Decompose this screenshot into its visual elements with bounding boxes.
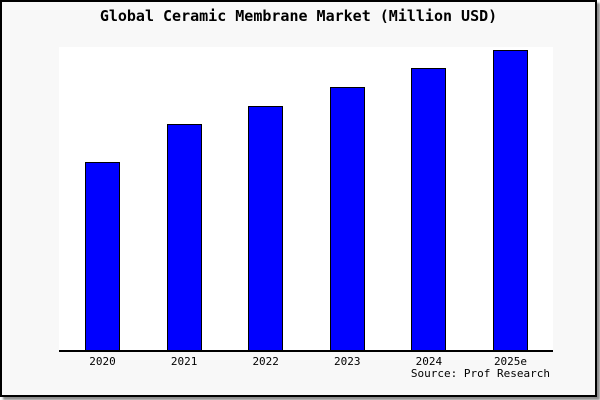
chart-title: Global Ceramic Membrane Market (Million … (99, 7, 498, 25)
bar-2024 (411, 68, 447, 350)
x-tick-label-2024: 2024 (415, 355, 443, 368)
bar-2023 (329, 87, 365, 350)
plot-area (59, 47, 553, 352)
bar-2025e (493, 50, 528, 350)
x-tick-label-2020: 2020 (89, 355, 116, 368)
bar-2022 (248, 106, 284, 350)
x-tick-label-2021: 2021 (170, 355, 198, 368)
x-tick-label-2022: 2022 (252, 355, 279, 368)
source-note: Source: Prof Research (410, 367, 550, 380)
bar-2020 (85, 162, 120, 350)
x-tick-label-2023: 2023 (334, 355, 361, 368)
bar-2021 (166, 124, 202, 350)
x-tick-label-2025e: 2025e (493, 355, 528, 368)
